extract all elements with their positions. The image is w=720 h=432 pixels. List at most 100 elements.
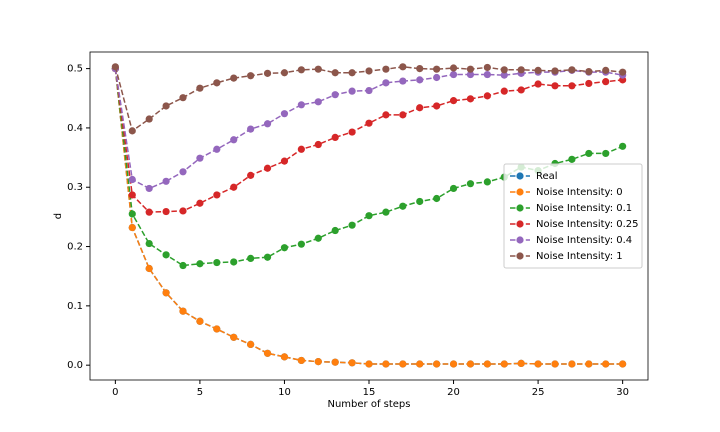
series-marker [128, 127, 136, 135]
series-marker [128, 223, 136, 232]
y-tick-label: 0.1 [67, 301, 83, 312]
legend-marker [516, 188, 524, 196]
series-marker [297, 66, 305, 74]
series-marker [500, 71, 508, 79]
series-marker [416, 65, 424, 73]
series-marker [162, 102, 170, 110]
series-marker [213, 191, 221, 199]
series-marker [162, 207, 170, 216]
y-tick-label: 0.0 [67, 360, 83, 371]
series-marker [348, 221, 356, 229]
series-marker [433, 194, 441, 203]
series-marker [602, 66, 610, 74]
series-marker [348, 69, 356, 77]
series-marker [247, 125, 255, 133]
x-tick-label: 5 [197, 387, 203, 398]
series-marker [568, 82, 576, 90]
series-marker [196, 154, 204, 162]
x-tick-label: 10 [278, 387, 291, 398]
series-marker [280, 69, 289, 77]
series-marker [179, 261, 187, 270]
series-marker [517, 86, 525, 94]
series-marker [466, 95, 475, 103]
series-marker [213, 79, 221, 87]
series-marker [365, 86, 373, 95]
series-marker [399, 77, 407, 85]
legend-marker [516, 252, 524, 260]
series-marker [433, 73, 441, 82]
series-marker [280, 157, 289, 165]
series-marker [449, 97, 458, 105]
x-tick-label: 20 [447, 387, 460, 398]
series-marker [619, 68, 627, 76]
series-marker [162, 177, 170, 185]
series-marker [331, 358, 339, 366]
series-marker [196, 317, 204, 325]
series-marker [196, 260, 204, 268]
series-marker [585, 360, 593, 368]
series-marker [517, 359, 525, 367]
series-marker [382, 65, 390, 73]
y-axis-label: d [53, 213, 64, 219]
series-marker [416, 76, 424, 84]
series-marker [500, 360, 508, 368]
legend-marker [516, 172, 524, 180]
y-tick-label: 0.2 [67, 242, 83, 253]
series-marker [297, 101, 305, 109]
series-marker [500, 66, 508, 74]
series-marker [568, 360, 576, 368]
series-marker [551, 360, 559, 368]
legend-marker [516, 220, 524, 228]
series-marker [297, 145, 305, 153]
series-marker [145, 208, 153, 216]
series-marker [348, 128, 356, 136]
series-marker [399, 360, 407, 368]
series-marker [111, 63, 119, 71]
series-marker [247, 171, 255, 179]
series-marker [196, 199, 204, 207]
series-marker [128, 175, 136, 184]
series-marker [314, 234, 322, 242]
series-marker [365, 360, 373, 368]
series-marker [585, 67, 593, 76]
series-marker [585, 79, 593, 88]
x-axis-label: Number of steps [327, 399, 410, 410]
series-marker [466, 180, 475, 188]
series-marker [247, 254, 255, 263]
series-marker [365, 212, 373, 220]
series-marker [619, 142, 627, 150]
series-marker [399, 202, 407, 210]
series-marker [230, 183, 238, 191]
series-marker [162, 251, 170, 259]
x-tick-label: 25 [532, 387, 545, 398]
series-marker [602, 360, 610, 368]
series-marker [416, 104, 424, 112]
series-marker [551, 82, 559, 90]
series-marker [382, 208, 390, 216]
series-marker [331, 226, 339, 235]
x-tick-label: 30 [616, 387, 629, 398]
legend-label: Real [536, 171, 558, 182]
series-marker [534, 360, 542, 368]
legend-marker [516, 236, 524, 244]
series-marker [230, 74, 238, 82]
series-marker [263, 120, 272, 128]
series-marker [449, 184, 458, 193]
series-marker [145, 264, 153, 273]
series-marker [551, 67, 559, 75]
series-marker [483, 70, 491, 79]
series-marker [399, 111, 407, 119]
series-marker [517, 66, 525, 74]
x-tick-label: 15 [363, 387, 376, 398]
series-marker [247, 72, 255, 80]
series-marker [449, 70, 458, 79]
series-marker [280, 353, 289, 361]
series-marker [568, 155, 576, 163]
series-marker [263, 349, 272, 357]
series-marker [331, 133, 339, 142]
series-marker [500, 87, 508, 95]
series-marker [230, 333, 238, 341]
series-marker [280, 110, 289, 118]
series-marker [619, 360, 627, 368]
legend-marker [516, 204, 524, 212]
